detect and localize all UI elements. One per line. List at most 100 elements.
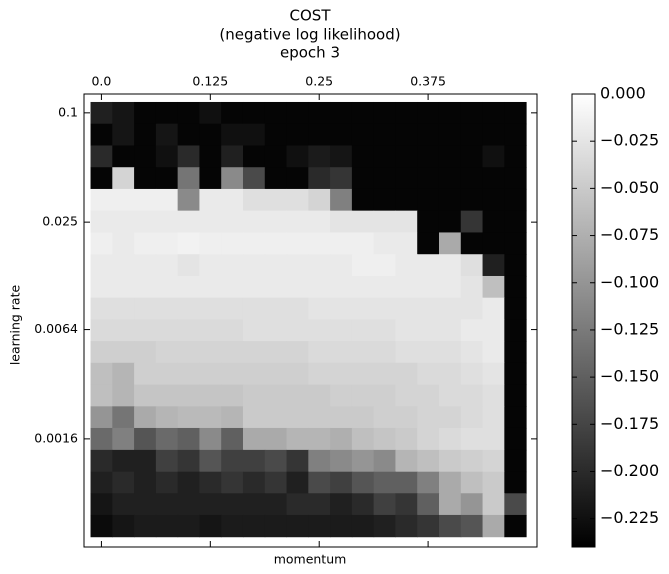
heatmap-cell bbox=[199, 188, 222, 212]
plot-frame bbox=[83, 93, 538, 548]
heatmap-cell bbox=[308, 232, 331, 255]
heatmap-cell bbox=[330, 514, 353, 538]
heatmap-cell bbox=[90, 232, 113, 255]
heatmap-cell bbox=[330, 297, 353, 320]
heatmap-cell bbox=[308, 341, 331, 364]
heatmap-cell bbox=[308, 493, 331, 516]
x-tick-label: 0.375 bbox=[410, 74, 446, 89]
heatmap-cell bbox=[482, 406, 505, 429]
heatmap-cell bbox=[308, 188, 331, 212]
heatmap-cell bbox=[242, 297, 266, 320]
colorbar-tick-label: −0.025 bbox=[600, 131, 659, 150]
heatmap-cell bbox=[330, 101, 353, 125]
heatmap-cell bbox=[308, 210, 331, 233]
heatmap-cell bbox=[460, 427, 484, 451]
heatmap-cell bbox=[112, 167, 135, 190]
x-axis-label: momentum bbox=[274, 552, 347, 567]
heatmap-cell bbox=[482, 232, 505, 255]
heatmap-cell bbox=[134, 514, 157, 538]
heatmap-cell bbox=[90, 123, 113, 146]
heatmap-cell bbox=[482, 427, 505, 451]
heatmap-cell bbox=[504, 145, 527, 168]
heatmap-cell bbox=[330, 210, 353, 233]
heatmap-cell bbox=[221, 384, 244, 407]
heatmap-cell bbox=[417, 275, 440, 299]
heatmap-cell bbox=[199, 210, 222, 233]
heatmap-cell bbox=[199, 493, 222, 516]
heatmap-cell bbox=[112, 297, 135, 320]
heatmap-cell bbox=[286, 254, 309, 277]
heatmap-cell bbox=[460, 254, 484, 277]
heatmap-cell bbox=[134, 319, 157, 342]
heatmap-cell bbox=[438, 101, 462, 125]
chart-title: epoch 3 bbox=[280, 44, 340, 62]
heatmap-cell bbox=[177, 145, 200, 168]
heatmap-cell bbox=[351, 406, 375, 429]
heatmap-cell bbox=[286, 319, 309, 342]
heatmap-cell bbox=[460, 210, 484, 233]
heatmap-cell bbox=[417, 362, 440, 386]
heatmap-cell bbox=[460, 232, 484, 255]
heatmap-cell bbox=[438, 493, 462, 516]
heatmap-cell bbox=[351, 254, 375, 277]
heatmap-cell bbox=[308, 123, 331, 146]
heatmap-cell bbox=[460, 275, 484, 299]
heatmap-cell bbox=[155, 101, 179, 125]
heatmap-cell bbox=[199, 123, 222, 146]
heatmap-cell bbox=[199, 167, 222, 190]
heatmap-cell bbox=[373, 101, 396, 125]
heatmap-cell bbox=[155, 341, 179, 364]
chart-title: (negative log likelihood) bbox=[219, 26, 400, 44]
heatmap-cell bbox=[351, 362, 375, 386]
heatmap-cell bbox=[395, 297, 418, 320]
heatmap-cell bbox=[177, 384, 200, 407]
heatmap-cell bbox=[242, 493, 266, 516]
heatmap-cell bbox=[373, 167, 396, 190]
heatmap-cell bbox=[155, 188, 179, 212]
colorbar-tick-label: −0.100 bbox=[600, 272, 659, 291]
heatmap-cell bbox=[482, 493, 505, 516]
heatmap-cell bbox=[264, 341, 288, 364]
heatmap-cell bbox=[264, 471, 288, 494]
heatmap-cell bbox=[482, 319, 505, 342]
heatmap-cell bbox=[155, 406, 179, 429]
heatmap-cell bbox=[199, 101, 222, 125]
heatmap-cell bbox=[112, 493, 135, 516]
heatmap-cell bbox=[460, 493, 484, 516]
heatmap-cell bbox=[199, 319, 222, 342]
heatmap-cell bbox=[155, 232, 179, 255]
heatmap-cell bbox=[242, 188, 266, 212]
heatmap-cell bbox=[112, 341, 135, 364]
heatmap-cell bbox=[395, 275, 418, 299]
heatmap-cell bbox=[395, 210, 418, 233]
heatmap-cell bbox=[221, 514, 244, 538]
heatmap-cell bbox=[330, 123, 353, 146]
heatmap-cell bbox=[155, 123, 179, 146]
heatmap-cell bbox=[112, 362, 135, 386]
heatmap-cell bbox=[460, 297, 484, 320]
heatmap-cell bbox=[242, 275, 266, 299]
heatmap-cell bbox=[308, 514, 331, 538]
heatmap-cell bbox=[373, 319, 396, 342]
heatmap-cell bbox=[199, 514, 222, 538]
heatmap-cell bbox=[417, 210, 440, 233]
heatmap-cell bbox=[134, 406, 157, 429]
heatmap-cell bbox=[395, 341, 418, 364]
heatmap-cell bbox=[90, 297, 113, 320]
heatmap-cell bbox=[438, 471, 462, 494]
heatmap-cell bbox=[438, 319, 462, 342]
heatmap-cell bbox=[242, 406, 266, 429]
heatmap-cell bbox=[504, 167, 527, 190]
colorbar-tick-label: −0.175 bbox=[600, 414, 659, 433]
heatmap-cell bbox=[199, 254, 222, 277]
heatmap-cell bbox=[504, 471, 527, 494]
heatmap-cell bbox=[199, 384, 222, 407]
heatmap-cell bbox=[286, 297, 309, 320]
heatmap-cell bbox=[221, 123, 244, 146]
heatmap-cell bbox=[373, 449, 396, 473]
heatmap-cell bbox=[482, 145, 505, 168]
heatmap-cell bbox=[134, 123, 157, 146]
x-tick-label: 0.25 bbox=[305, 74, 333, 89]
heatmap-cell bbox=[177, 275, 200, 299]
